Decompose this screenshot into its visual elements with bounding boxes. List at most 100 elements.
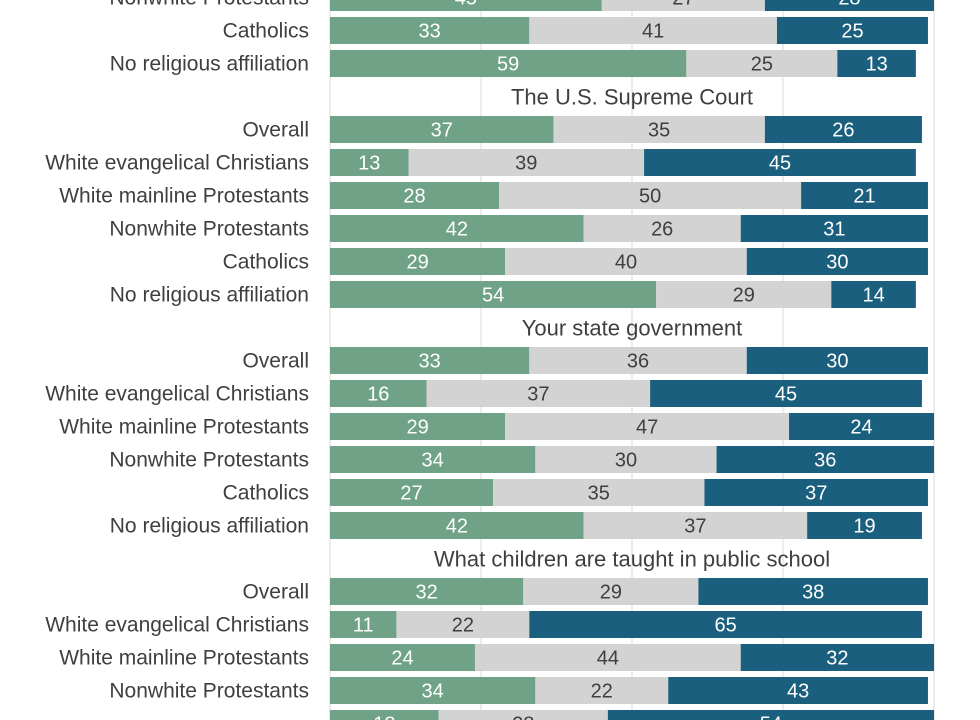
bar-segment-neutral <box>601 0 765 11</box>
bar-segment-neutral <box>553 116 765 143</box>
value-label-unfavorable: 13 <box>865 54 887 76</box>
bar-segment-unfavorable <box>764 116 922 143</box>
bar-segment-neutral <box>535 446 717 473</box>
value-label-favorable: 13 <box>358 153 380 175</box>
value-label-favorable: 34 <box>422 450 444 472</box>
bar-row: White mainline Protestants 24 44 32 <box>59 644 934 671</box>
value-label-neutral: 22 <box>591 681 613 703</box>
value-label-favorable: 59 <box>497 54 519 76</box>
bar-segment-neutral <box>499 182 802 209</box>
value-label-neutral: 44 <box>597 648 619 670</box>
row-label: Overall <box>242 350 309 373</box>
bar-segment-favorable <box>330 50 687 77</box>
value-label-unfavorable: 45 <box>769 153 791 175</box>
value-label-unfavorable: 30 <box>826 252 848 274</box>
bar-row: Overall 32 29 38 <box>242 578 928 605</box>
row-label: No religious affiliation <box>110 284 309 307</box>
bar-segment-favorable <box>330 248 506 275</box>
bar-segment-neutral <box>529 347 747 374</box>
value-label-favorable: 33 <box>419 21 441 43</box>
row-label: Nonwhite Protestants <box>109 218 309 241</box>
value-label-unfavorable: 25 <box>841 21 863 43</box>
value-label-favorable: 29 <box>406 252 428 274</box>
bar-segment-unfavorable <box>807 512 922 539</box>
bar-segment-unfavorable <box>650 380 922 407</box>
bar-segment-unfavorable <box>529 611 922 638</box>
row-label: Nonwhite Protestants <box>109 449 309 472</box>
bar-segment-favorable <box>330 380 427 407</box>
value-label-neutral: 39 <box>515 153 537 175</box>
value-label-unfavorable: 28 <box>838 0 860 10</box>
value-label-favorable: 33 <box>419 351 441 373</box>
bar-segment-neutral <box>686 50 838 77</box>
value-label-neutral: 29 <box>600 582 622 604</box>
bar-segment-unfavorable <box>837 50 916 77</box>
row-label: No religious affiliation <box>110 515 309 538</box>
bar-row: White evangelical Christians 11 22 65 <box>45 611 922 638</box>
value-label-neutral: 50 <box>639 186 661 208</box>
value-label-favorable: 16 <box>367 384 389 406</box>
bar-segment-unfavorable <box>716 446 934 473</box>
value-label-unfavorable: 36 <box>814 450 836 472</box>
bar-segment-neutral <box>438 710 608 720</box>
bar-row: No religious affiliation 59 25 13 <box>110 50 916 77</box>
bar-segment-neutral <box>535 677 669 704</box>
bar-segment-favorable <box>330 281 657 308</box>
bar-segment-favorable <box>330 710 439 720</box>
bar-row: Catholics 29 40 30 <box>223 248 928 275</box>
bar-segment-unfavorable <box>764 0 934 11</box>
bar-segment-neutral <box>396 611 530 638</box>
value-label-unfavorable: 19 <box>853 516 875 538</box>
bar-row: Nonwhite Protestants 34 30 36 <box>109 446 934 473</box>
bar-segment-favorable <box>330 479 494 506</box>
value-label-favorable: 29 <box>406 417 428 439</box>
bar-segment-neutral <box>583 512 808 539</box>
bar-segment-unfavorable <box>668 677 928 704</box>
bar-segment-favorable <box>330 347 530 374</box>
bar-row: No religious affiliation 54 29 14 <box>110 281 916 308</box>
bar-segment-favorable <box>330 677 536 704</box>
bar-segment-unfavorable <box>704 479 928 506</box>
bar-row: Nonwhite Protestants 42 26 31 <box>109 215 928 242</box>
bar-segment-unfavorable <box>740 644 934 671</box>
bar-segment-unfavorable <box>801 182 928 209</box>
value-label-unfavorable: 32 <box>826 648 848 670</box>
bar-segment-neutral <box>408 149 645 176</box>
value-label-favorable: 34 <box>422 681 444 703</box>
value-label-unfavorable: 21 <box>853 186 875 208</box>
bar-segment-neutral <box>493 479 705 506</box>
row-label: No religious affiliation <box>110 53 309 76</box>
value-label-unfavorable: 54 <box>760 714 782 720</box>
value-label-neutral: 35 <box>588 483 610 505</box>
bar-segment-favorable <box>330 17 530 44</box>
value-label-neutral: 29 <box>733 285 755 307</box>
value-label-unfavorable: 31 <box>823 219 845 241</box>
value-label-neutral: 26 <box>651 219 673 241</box>
value-label-unfavorable: 43 <box>787 681 809 703</box>
row-label: Catholics <box>223 20 309 43</box>
bar-segment-neutral <box>656 281 832 308</box>
row-label: White evangelical Christians <box>45 152 309 175</box>
value-label-unfavorable: 65 <box>714 615 736 637</box>
row-label: Nonwhite Protestants <box>109 0 309 10</box>
value-label-favorable: 42 <box>446 516 468 538</box>
value-label-neutral: 47 <box>636 417 658 439</box>
row-label: White mainline Protestants <box>59 416 309 439</box>
bar-row: Overall 33 36 30 <box>242 347 928 374</box>
bar-segment-favorable <box>330 149 409 176</box>
bar-segment-favorable <box>330 215 584 242</box>
row-label: White evangelical Christians <box>45 614 309 637</box>
bar-segment-neutral <box>583 215 741 242</box>
value-label-neutral: 27 <box>672 0 694 10</box>
bars: Nonwhite Protestants 45 27 28 Catholics 33 41 2… <box>45 0 934 720</box>
bar-segment-favorable <box>330 512 584 539</box>
value-label-favorable: 54 <box>482 285 504 307</box>
value-label-neutral: 36 <box>627 351 649 373</box>
row-label: Catholics <box>223 251 309 274</box>
value-label-favorable: 42 <box>446 219 468 241</box>
row-label: Overall <box>242 581 309 604</box>
value-label-favorable: 28 <box>403 186 425 208</box>
bar-segment-unfavorable <box>698 578 928 605</box>
section-title: What children are taught in public schoo… <box>434 547 830 572</box>
